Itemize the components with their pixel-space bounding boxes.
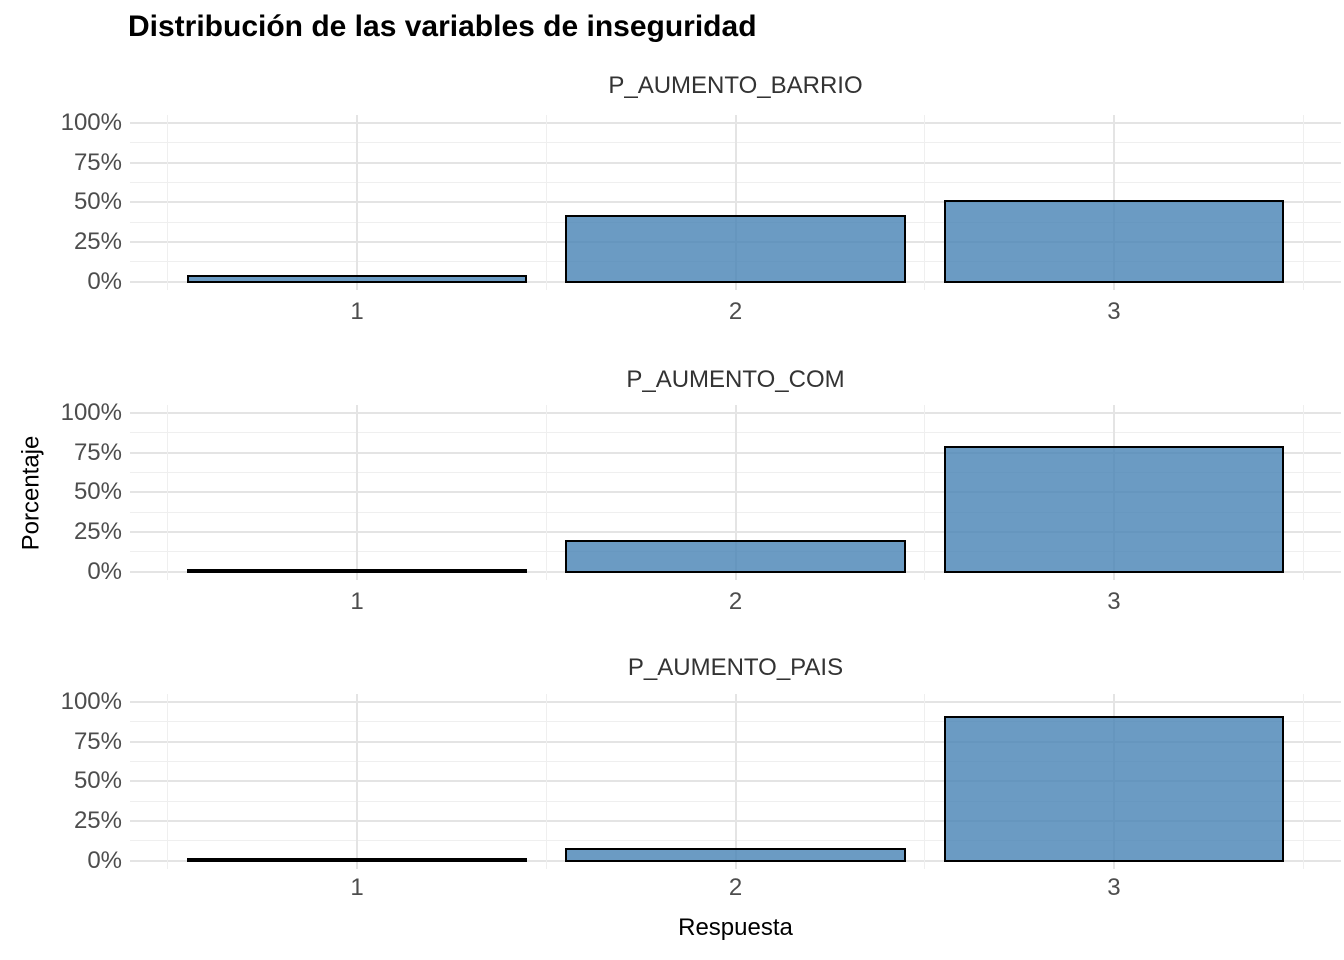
facet-strip-label: P_AUMENTO_PAIS — [627, 654, 844, 681]
facet-strip-label: P_AUMENTO_COM — [626, 366, 845, 393]
gridline-major-v — [734, 115, 737, 290]
gridline-major-v — [356, 694, 359, 869]
gridline-major-v — [356, 405, 359, 580]
gridline-major-v — [734, 405, 737, 580]
y-tick-label: 0% — [87, 557, 122, 585]
facet-panel — [130, 405, 1341, 580]
gridline-minor-v — [545, 115, 547, 290]
facet-strip-label: P_AUMENTO_BARRIO — [608, 72, 863, 99]
chart-title: Distribución de las variables de insegur… — [128, 10, 757, 43]
facet-panel — [130, 694, 1341, 869]
y-tick-label: 100% — [60, 688, 122, 715]
gridline-minor-v — [167, 115, 169, 290]
gridline-minor-v — [167, 405, 169, 580]
gridline-minor-v — [167, 694, 169, 869]
gridline-major-v — [734, 694, 737, 869]
facet-panel — [130, 115, 1341, 290]
y-tick-label: 25% — [73, 228, 122, 256]
y-tick-label: 0% — [87, 846, 122, 874]
gridline-minor-v — [924, 694, 926, 869]
gridline-minor-v — [924, 405, 926, 580]
bar-p_aumento_pais-resp-2 — [565, 847, 906, 862]
bar-p_aumento_pais-resp-1 — [186, 857, 528, 862]
y-tick-label: 100% — [60, 399, 122, 426]
y-tick-label: 25% — [73, 518, 122, 546]
gridline-minor-v — [1302, 694, 1304, 869]
y-tick-label: 75% — [73, 727, 122, 755]
bar-p_aumento_com-resp-3 — [943, 445, 1285, 573]
gridline-minor-v — [1302, 115, 1304, 290]
x-tick-label: 1 — [350, 588, 364, 615]
x-tick-label: 1 — [350, 298, 364, 325]
y-tick-label: 75% — [73, 438, 122, 466]
y-tick-label: 25% — [73, 807, 122, 835]
x-tick-label: 2 — [728, 298, 743, 325]
y-tick-label: 50% — [73, 188, 122, 216]
gridline-major-v — [356, 115, 359, 290]
gridline-minor-v — [545, 405, 547, 580]
gridline-minor-v — [1302, 405, 1304, 580]
gridline-minor-v — [924, 115, 926, 290]
x-tick-label: 3 — [1107, 298, 1121, 325]
gridline-minor-v — [545, 694, 547, 869]
bar-p_aumento_com-resp-2 — [565, 539, 906, 573]
y-tick-label: 75% — [73, 148, 122, 176]
bar-p_aumento_com-resp-1 — [186, 568, 528, 573]
bar-p_aumento_barrio-resp-1 — [186, 274, 528, 283]
y-tick-label: 100% — [60, 109, 122, 136]
bar-p_aumento_barrio-resp-3 — [943, 199, 1285, 283]
x-tick-label: 3 — [1107, 588, 1121, 615]
x-axis-title: Respuesta — [678, 914, 793, 941]
bar-p_aumento_pais-resp-3 — [943, 715, 1285, 862]
x-tick-label: 3 — [1107, 874, 1121, 901]
x-tick-label: 2 — [728, 874, 743, 901]
y-tick-label: 50% — [73, 478, 122, 506]
bar-p_aumento_barrio-resp-2 — [565, 214, 906, 283]
y-tick-label: 0% — [87, 267, 122, 295]
x-tick-label: 2 — [728, 588, 743, 615]
x-tick-label: 1 — [350, 874, 364, 901]
y-tick-label: 50% — [73, 767, 122, 795]
